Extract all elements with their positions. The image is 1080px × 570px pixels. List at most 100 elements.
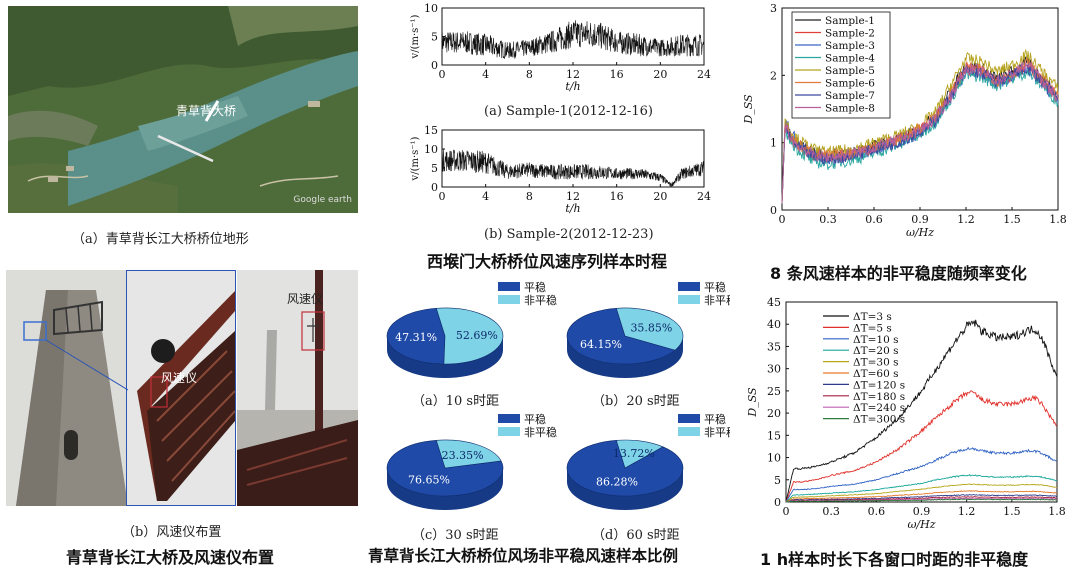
x-tick-label: 12 <box>566 190 580 203</box>
series-line <box>785 474 1058 503</box>
y-axis-label: v/(m·s⁻¹) <box>410 14 421 59</box>
legend-label: Sample-4 <box>825 53 875 65</box>
dss-windows-panel: 0 0.3 0.6 0.9 1.2 1.5 1.8 0 5 10 15 20 25 30 35 40 45 ω/H… <box>746 296 1066 531</box>
x-tick-label: 1.5 <box>1003 505 1021 518</box>
x-axis-label: t/h <box>565 202 580 215</box>
series-line <box>785 496 1058 503</box>
y-tick-label: 10 <box>767 452 781 465</box>
satellite-image: 青草背大桥 Google earth <box>8 6 358 213</box>
timeseries-1-plot: 0 4 8 12 16 20 24 0 5 10 t/h v/(m·s⁻¹) <box>410 2 711 93</box>
x-tick-label: 20 <box>653 190 667 203</box>
legend-label: ΔT=240 s <box>853 402 905 414</box>
x-tick-label: 1.8 <box>1049 213 1067 226</box>
pie-b-caption: （b）20 s时距 <box>592 394 680 409</box>
satellite-map <box>8 6 358 213</box>
dss-samples-panel: 0 0.3 0.6 0.9 1.2 1.5 1.80123ω/HzD_SSSample-1S… <box>742 2 1067 239</box>
y-tick-label: 15 <box>424 124 438 137</box>
y-axis-label: D_SS <box>746 387 759 418</box>
x-tick-label: 0 <box>783 505 790 518</box>
anemometer-closeup-photo: 风速仪 <box>126 270 236 506</box>
y-tick-label: 2 <box>770 69 777 82</box>
y-tick-label: 3 <box>770 2 777 15</box>
legend-box <box>791 11 891 119</box>
y-tick-label: 15 <box>767 429 781 442</box>
series-line <box>785 483 1058 503</box>
series-line <box>785 446 1058 503</box>
y-tick-label: 0 <box>774 496 781 509</box>
pie-slice-nonstable <box>615 439 664 469</box>
pie-slice-stable <box>386 307 446 365</box>
x-tick-label: 1.5 <box>1003 213 1021 226</box>
legend-swatch-nonstable <box>498 295 520 304</box>
legend-label: ΔT=3 s <box>853 311 892 323</box>
series-line <box>785 390 1058 503</box>
pie-value-stable: 76.65% <box>408 474 450 487</box>
legend-label: ΔT=120 s <box>853 379 905 391</box>
legend-label: ΔT=180 s <box>853 391 905 403</box>
legend-label: Sample-7 <box>825 90 875 102</box>
legend-swatch-nonstable <box>498 427 520 436</box>
y-tick-label: 40 <box>767 318 781 331</box>
y-tick-label: 0 <box>431 181 438 194</box>
y-axis-label: v/(m·s⁻¹) <box>410 136 421 181</box>
pie-value-nonstable: 23.35% <box>442 449 484 462</box>
x-tick-label: 24 <box>697 190 711 203</box>
x-tick-label: 0.6 <box>865 213 883 226</box>
x-tick-label: 0.9 <box>911 213 929 226</box>
timeseries-1-caption: (a) Sample-1(2012-12-16) <box>484 104 653 119</box>
legend-swatch-nonstable <box>678 427 700 436</box>
legend-label: ΔT=30 s <box>853 357 898 369</box>
x-tick-label: 16 <box>610 68 624 81</box>
y-tick-label: 0 <box>431 59 438 72</box>
x-tick-label: 0.3 <box>819 213 837 226</box>
y-tick-label: 5 <box>431 31 438 44</box>
anemometer-sub-caption: （b）风速仪布置 <box>122 525 222 540</box>
x-tick-label: 0 <box>779 213 786 226</box>
y-axis-label: D_SS <box>742 94 755 125</box>
x-tick-label: 12 <box>566 68 580 81</box>
timeseries-main-caption: 西堠门大桥桥位风速序列样本时程 <box>427 252 668 271</box>
pie-d-caption: （d）60 s时距 <box>592 528 680 543</box>
y-tick-label: 5 <box>774 474 781 487</box>
pie-value-stable: 64.15% <box>580 338 622 351</box>
legend-label: ΔT=60 s <box>853 368 898 380</box>
x-tick-label: 20 <box>653 68 667 81</box>
series-line <box>781 63 1059 204</box>
left-main-caption: 青草背长江大桥及风速仪布置 <box>66 548 275 567</box>
legend-label: Sample-1 <box>825 15 875 27</box>
pie-slice-nonstable <box>435 307 504 365</box>
legend-label: Sample-6 <box>825 78 875 90</box>
pie-main-caption: 青草背长江大桥桥位风场非平稳风速样本比例 <box>368 547 679 565</box>
legend-label-nonstable: 非平稳 <box>524 425 557 439</box>
pie-side <box>567 336 683 378</box>
pie-c-caption: （c）30 s时距 <box>412 528 499 543</box>
legend-label: Sample-2 <box>825 28 875 40</box>
legend-label-stable: 平稳 <box>524 412 546 426</box>
satellite-caption: （a）青草背长江大桥桥位地形 <box>72 232 249 247</box>
series-line <box>781 61 1059 204</box>
pie-value-stable: 86.28% <box>596 475 638 488</box>
x-tick-label: 4 <box>482 190 489 203</box>
legend-label: Sample-8 <box>825 103 875 115</box>
y-tick-label: 25 <box>767 385 781 398</box>
y-tick-label: 0 <box>770 204 777 217</box>
legend-swatch-stable <box>678 414 700 423</box>
legend-label: ΔT=20 s <box>853 345 898 357</box>
pie-slice-stable <box>566 307 676 365</box>
y-tick-label: 1 <box>770 137 777 150</box>
anemometer-tower-label: 风速仪 <box>287 292 324 306</box>
anemometer-tower-photo: 风速仪 <box>237 270 358 506</box>
x-tick-label: 1.8 <box>1048 505 1066 518</box>
x-tick-label: 24 <box>697 68 711 81</box>
pie-slice-nonstable <box>435 439 502 469</box>
y-tick-label: 20 <box>767 407 781 420</box>
x-axis-label: ω/Hz <box>907 518 935 531</box>
legend-label-nonstable: 非平稳 <box>524 293 557 307</box>
timeseries-2-plot: 0 4 8 12 16 20 24 0 5 10 15 t/h v/(m·s⁻¹) <box>410 124 711 215</box>
y-tick-label: 5 <box>431 162 438 175</box>
legend-label: ΔT=5 s <box>853 322 892 334</box>
dss-windows-caption: 1 h样本时长下各窗口时距的非平稳度 <box>760 550 1029 569</box>
satellite-watermark: Google earth <box>293 195 352 205</box>
pie-value-stable: 47.31% <box>395 331 437 344</box>
x-tick-label: 0.6 <box>868 505 886 518</box>
